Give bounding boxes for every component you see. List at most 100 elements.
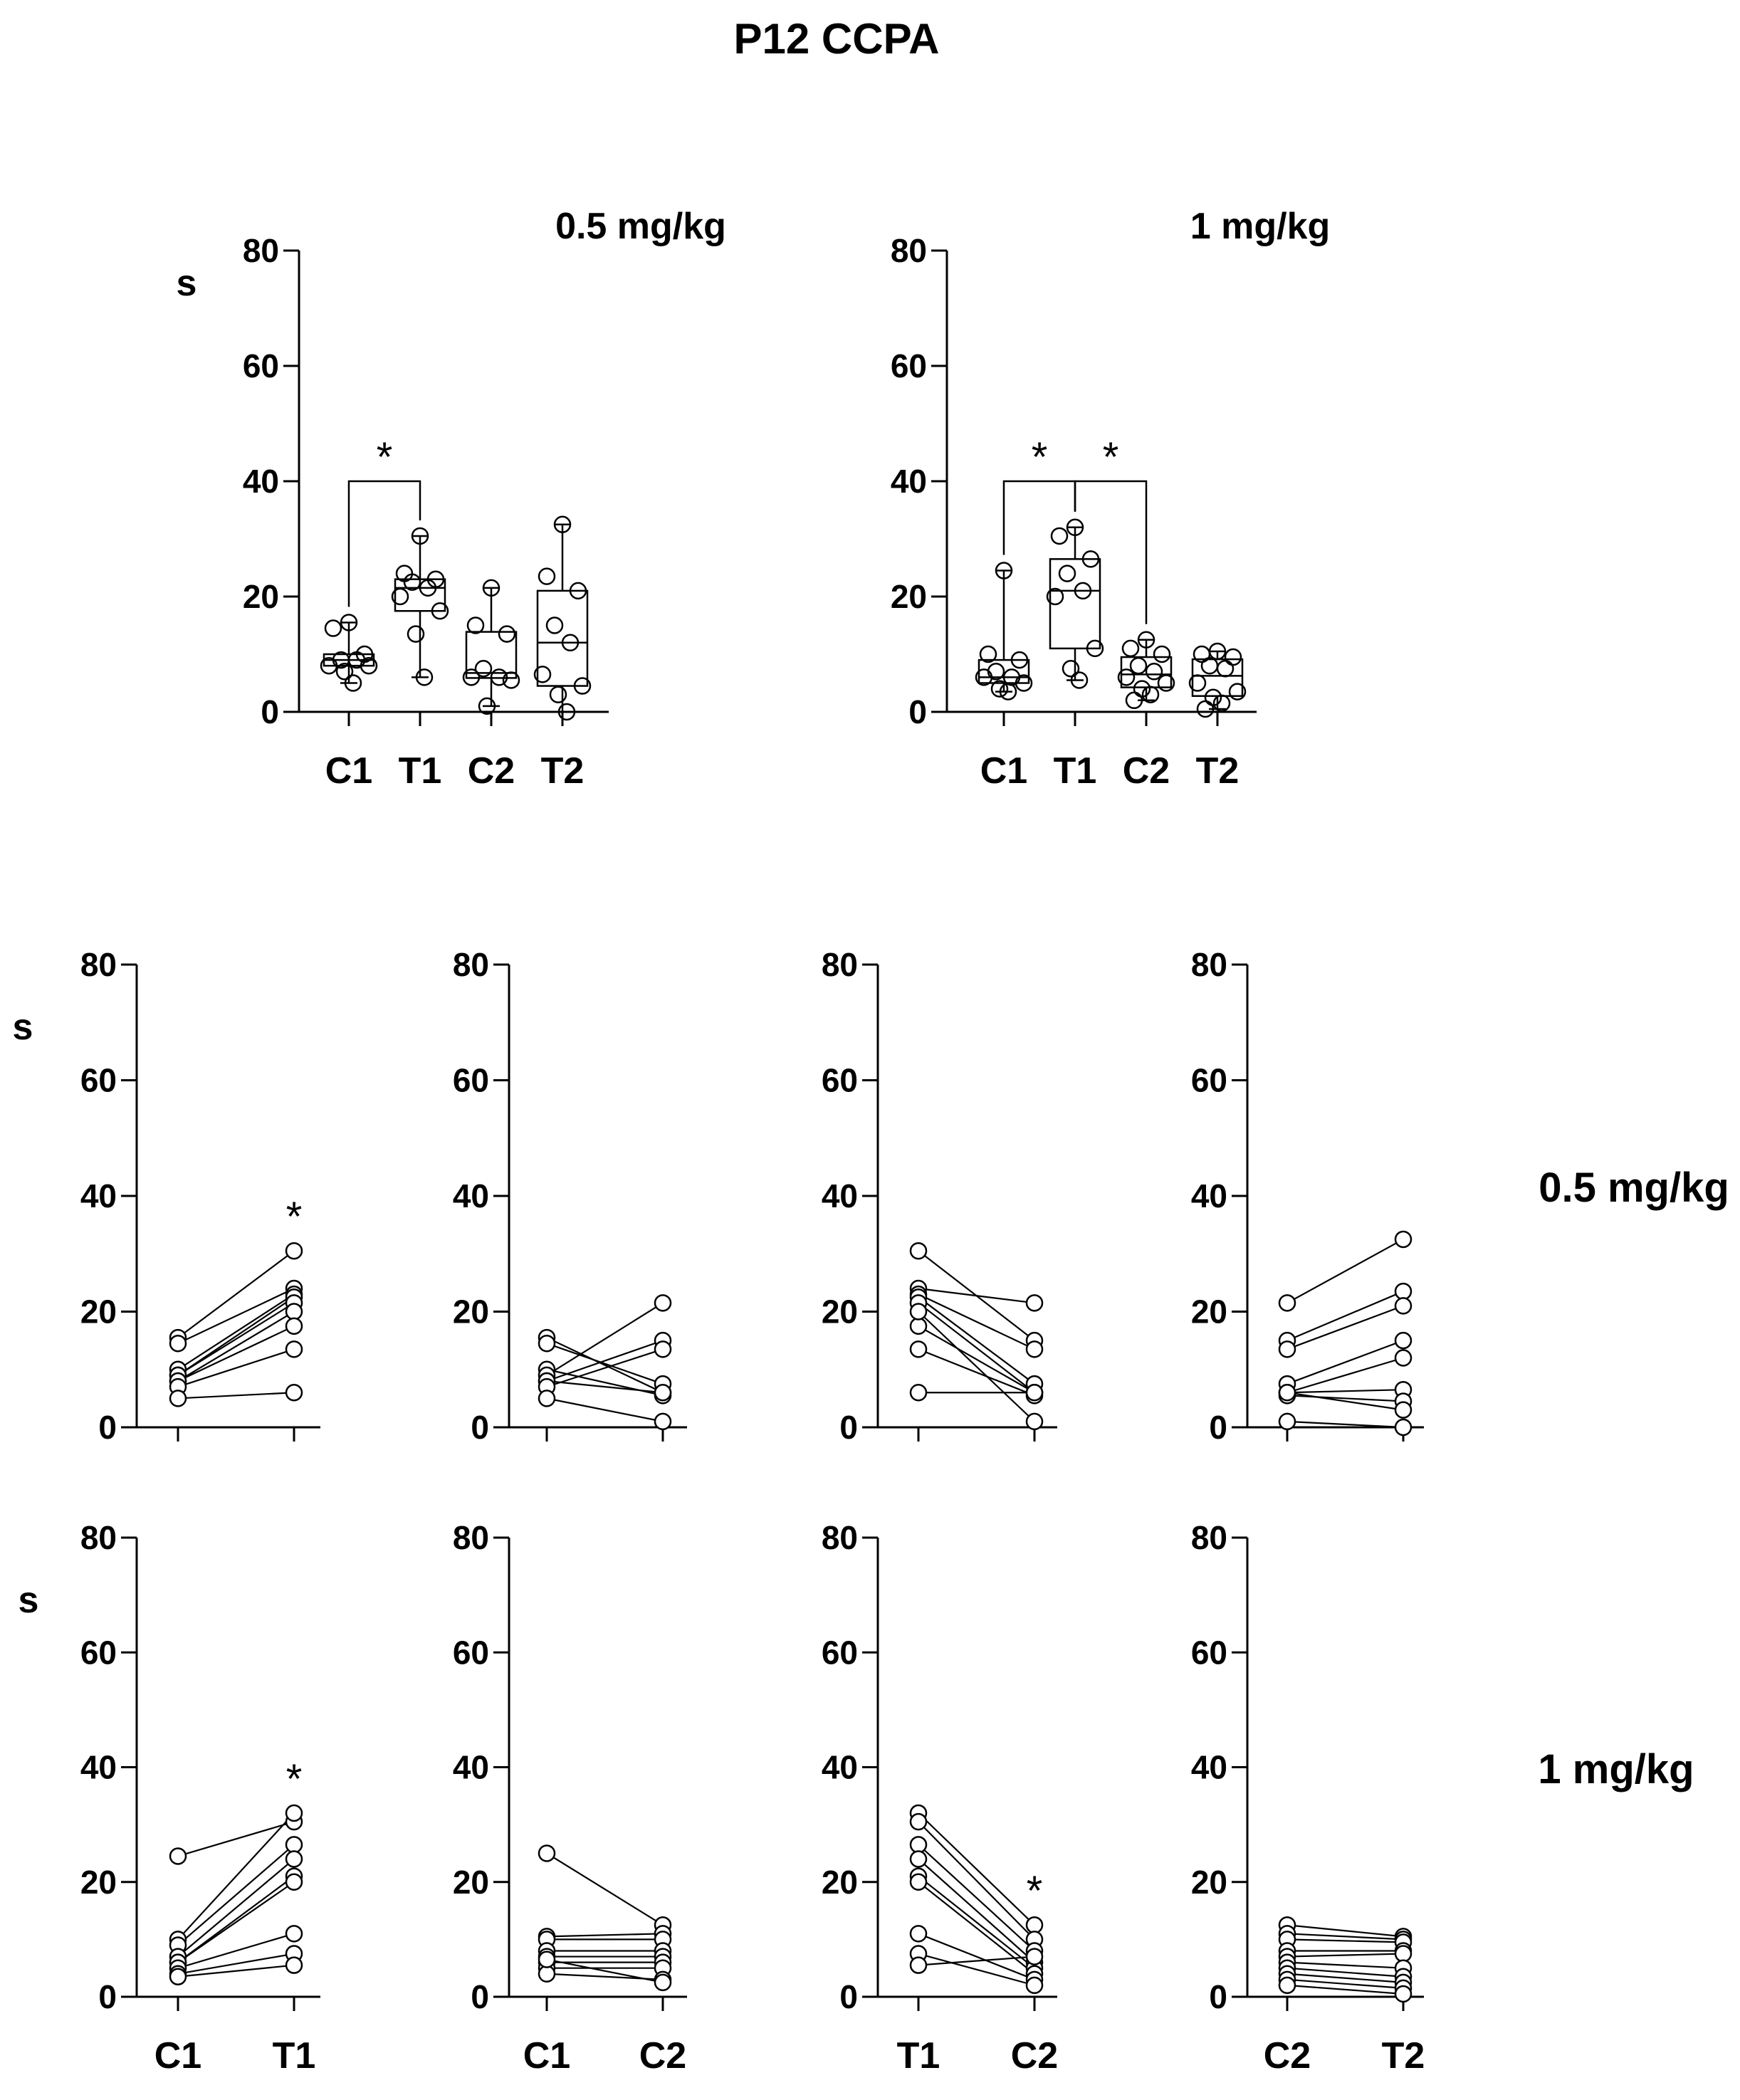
paired-line [177, 1844, 295, 1946]
paired-line [918, 1311, 1035, 1422]
x-category-label: T1 [399, 750, 442, 792]
paired-line [1286, 1357, 1404, 1394]
data-point [1058, 565, 1076, 582]
data-point [285, 1384, 303, 1402]
data-point [285, 1850, 303, 1868]
x-category-label: C2 [1264, 2035, 1311, 2077]
paired-line [1286, 1340, 1404, 1385]
data-point [419, 579, 437, 597]
x-category-label: C1 [325, 750, 372, 792]
paired-line [1286, 1238, 1404, 1304]
data-point [478, 697, 496, 715]
data-point [1228, 683, 1247, 700]
data-point [545, 616, 564, 634]
data-point [1125, 691, 1143, 710]
y-tick-label: 40 [243, 463, 279, 500]
data-point [538, 1390, 556, 1407]
paired-line [918, 1844, 1035, 1952]
data-point [415, 668, 434, 686]
y-tick-label: 40 [80, 1749, 117, 1786]
data-point [169, 1390, 187, 1407]
data-point [654, 1294, 672, 1312]
data-point [285, 1804, 303, 1822]
x-category-label: C2 [1123, 750, 1170, 792]
paired-line [918, 1881, 1035, 1975]
y-tick-label: 20 [243, 578, 279, 615]
figure-title: P12 CCPA [734, 15, 940, 63]
data-point [285, 1873, 303, 1891]
data-point [909, 1850, 928, 1868]
significance-star: * [286, 1194, 303, 1240]
data-point [490, 668, 508, 686]
x-category-label: C1 [154, 2035, 201, 2077]
x-category-label: T2 [1382, 2035, 1425, 2077]
data-point [1025, 1948, 1044, 1965]
data-point [285, 1836, 303, 1854]
paired-line [918, 1302, 1035, 1394]
y-tick-label: 40 [80, 1177, 117, 1214]
y-tick-label: 20 [453, 1864, 489, 1901]
data-point [169, 1847, 187, 1865]
y-tick-label: 20 [822, 1293, 858, 1330]
y-tick-label: 80 [80, 1519, 117, 1556]
panel-title: 0.5 mg/kg [555, 206, 726, 247]
paired-line [177, 1881, 295, 1963]
paired-line [177, 1964, 295, 1978]
paired-line [918, 1325, 1035, 1394]
chart-panel-pair-1-c2t2: 0 20 40 60 80 C2 T2 [1191, 1519, 1425, 2077]
paired-line [546, 1348, 664, 1388]
data-point [1394, 1401, 1413, 1419]
y-tick-label: 40 [891, 463, 927, 500]
paired-line [546, 1343, 664, 1385]
y-tick-label: 0 [261, 693, 279, 730]
data-point [1224, 648, 1242, 666]
chart-panel-pair-1-c1t1: 0 20 40 60 80 C1 T1 s 1 mg/kg * [19, 1519, 1694, 2077]
data-point [431, 602, 449, 620]
data-point [1025, 1384, 1044, 1402]
data-point [909, 1873, 928, 1891]
y-tick-label: 80 [1191, 946, 1227, 983]
y-tick-label: 60 [243, 347, 279, 384]
paired-line [177, 1953, 295, 1975]
data-point [1066, 518, 1084, 537]
data-point [1200, 656, 1219, 675]
paired-line [918, 1821, 1035, 1941]
data-point [573, 677, 592, 695]
paired-line [546, 1852, 664, 1926]
data-point [909, 1241, 928, 1260]
significance-bracket [1002, 480, 1076, 555]
data-point [360, 656, 378, 675]
chart-panel-pair-1-t1c2: 0 20 40 60 80 T1 C2 * [822, 1519, 1058, 2077]
paired-line [1286, 1420, 1404, 1429]
y-tick-label: 20 [80, 1864, 117, 1901]
y-tick-label: 80 [891, 232, 927, 269]
panels-group: 0 20 40 60 80 C1 T1 C2 T2 0.5 mg/kg s * 0 20 40 60 80 C1 T… [13, 206, 1729, 2077]
data-point [909, 1812, 928, 1831]
data-point [549, 686, 567, 703]
paired-line [177, 1296, 295, 1376]
data-point [1394, 1331, 1413, 1350]
y-tick-label: 80 [243, 232, 279, 269]
paired-line [1286, 1392, 1404, 1411]
paired-line [918, 1858, 1035, 1963]
data-point [1086, 639, 1104, 658]
x-category-label: T2 [1196, 750, 1240, 792]
paired-line [177, 1933, 295, 1969]
paired-line [177, 1348, 295, 1388]
y-tick-label: 0 [839, 1978, 858, 2015]
data-point [391, 587, 409, 606]
paired-line [546, 1397, 664, 1422]
data-point [482, 579, 500, 597]
x-category-label: T1 [897, 2035, 940, 2077]
y-tick-label: 60 [1191, 1062, 1227, 1099]
data-point [344, 674, 362, 692]
data-point [502, 671, 520, 689]
data-point [1394, 1418, 1413, 1437]
data-point [1010, 651, 1029, 669]
y-tick-label: 80 [822, 946, 858, 983]
paired-line [1286, 1389, 1404, 1394]
chart-panel-box-1: 0 20 40 60 80 C1 T1 C2 T2 1 mg/kg * * [891, 206, 1330, 792]
paired-line [177, 1812, 295, 1941]
data-point [557, 703, 576, 721]
paired-line [1286, 1984, 1404, 1995]
